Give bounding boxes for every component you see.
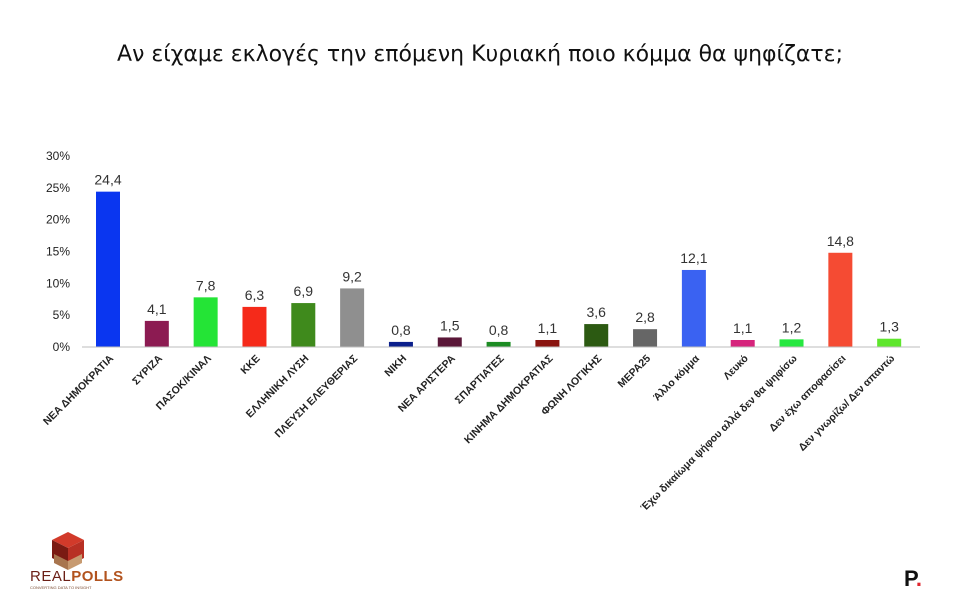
bar (535, 339, 560, 347)
value-label: 0,8 (391, 322, 411, 338)
value-label: 4,1 (147, 301, 167, 317)
bar (388, 341, 413, 347)
bar (242, 306, 267, 347)
y-tick-label: 30% (46, 149, 70, 163)
category-label: ΣΠΑΡΤΙΑΤΕΣ (453, 353, 507, 407)
value-label: 1,1 (733, 320, 753, 336)
y-tick-label: 15% (46, 245, 70, 259)
bar (486, 341, 511, 347)
value-label: 6,3 (245, 287, 265, 303)
value-label: 1,2 (782, 319, 802, 335)
value-label: 1,1 (538, 320, 558, 336)
publisher-logo: P. (904, 566, 922, 591)
value-label: 14,8 (827, 233, 854, 249)
category-label: Δεν γνωρίζω/ Δεν απαντώ (796, 353, 897, 454)
category-label: ΣΥΡΙΖΑ (130, 352, 165, 387)
bar (730, 339, 755, 347)
bar (828, 252, 853, 347)
realpolls-logo-icon (52, 532, 84, 570)
category-label: ΚΙΝΗΜΑ ΔΗΜΟΚΡΑΤΙΑΣ (462, 353, 556, 447)
y-tick-label: 20% (46, 213, 70, 227)
y-tick-label: 25% (46, 181, 70, 195)
y-axis: 0% 5% 10% 15% 20% 25% 30% (46, 149, 70, 354)
y-tick-label: 10% (46, 276, 70, 290)
bar (291, 303, 316, 347)
bar (437, 337, 462, 347)
realpolls-tagline: CONVERTING DATA TO INSIGHT (30, 585, 92, 590)
y-tick-label: 5% (53, 308, 71, 322)
category-label: ΝΙΚΗ (382, 353, 409, 380)
value-labels: 24,4 4,1 7,8 6,3 6,9 9,2 0,8 1,5 0,8 1,1 3,6 2,8 12,… (94, 172, 899, 338)
bar (96, 191, 120, 347)
category-label: ΚΚΕ (238, 353, 262, 377)
bar (681, 269, 706, 347)
y-tick-label: 0% (53, 340, 71, 354)
value-label: 12,1 (680, 250, 707, 266)
value-label: 1,3 (879, 319, 899, 335)
bar (144, 320, 169, 347)
value-label: 9,2 (342, 268, 362, 284)
bar (633, 329, 658, 347)
bar (584, 324, 609, 347)
value-label: 1,5 (440, 317, 460, 333)
category-label: ΠΛΕΥΣΗ ΕΛΕΥΘΕΡΙΑΣ (273, 353, 361, 441)
bar (877, 338, 902, 347)
value-label: 2,8 (635, 309, 655, 325)
bar (193, 297, 218, 347)
chart-title: Αν είχαμε εκλογές την επόμενη Κυριακή πο… (117, 42, 843, 67)
category-label: Άλλο κόμμα (651, 352, 702, 403)
value-label: 7,8 (196, 277, 216, 293)
bar (779, 339, 804, 347)
category-label: ΜΕΡΑ25 (616, 353, 654, 391)
bar (340, 288, 365, 347)
value-label: 0,8 (489, 322, 509, 338)
category-label: Λευκό (721, 353, 751, 383)
bars (96, 191, 902, 347)
realpolls-logo: REALPOLLS (30, 568, 124, 585)
category-label: ΝΕΑ ΔΗΜΟΚΡΑΤΙΑ (41, 352, 116, 427)
value-label: 3,6 (587, 304, 607, 320)
value-label: 24,4 (94, 172, 121, 188)
value-label: 6,9 (294, 283, 314, 299)
